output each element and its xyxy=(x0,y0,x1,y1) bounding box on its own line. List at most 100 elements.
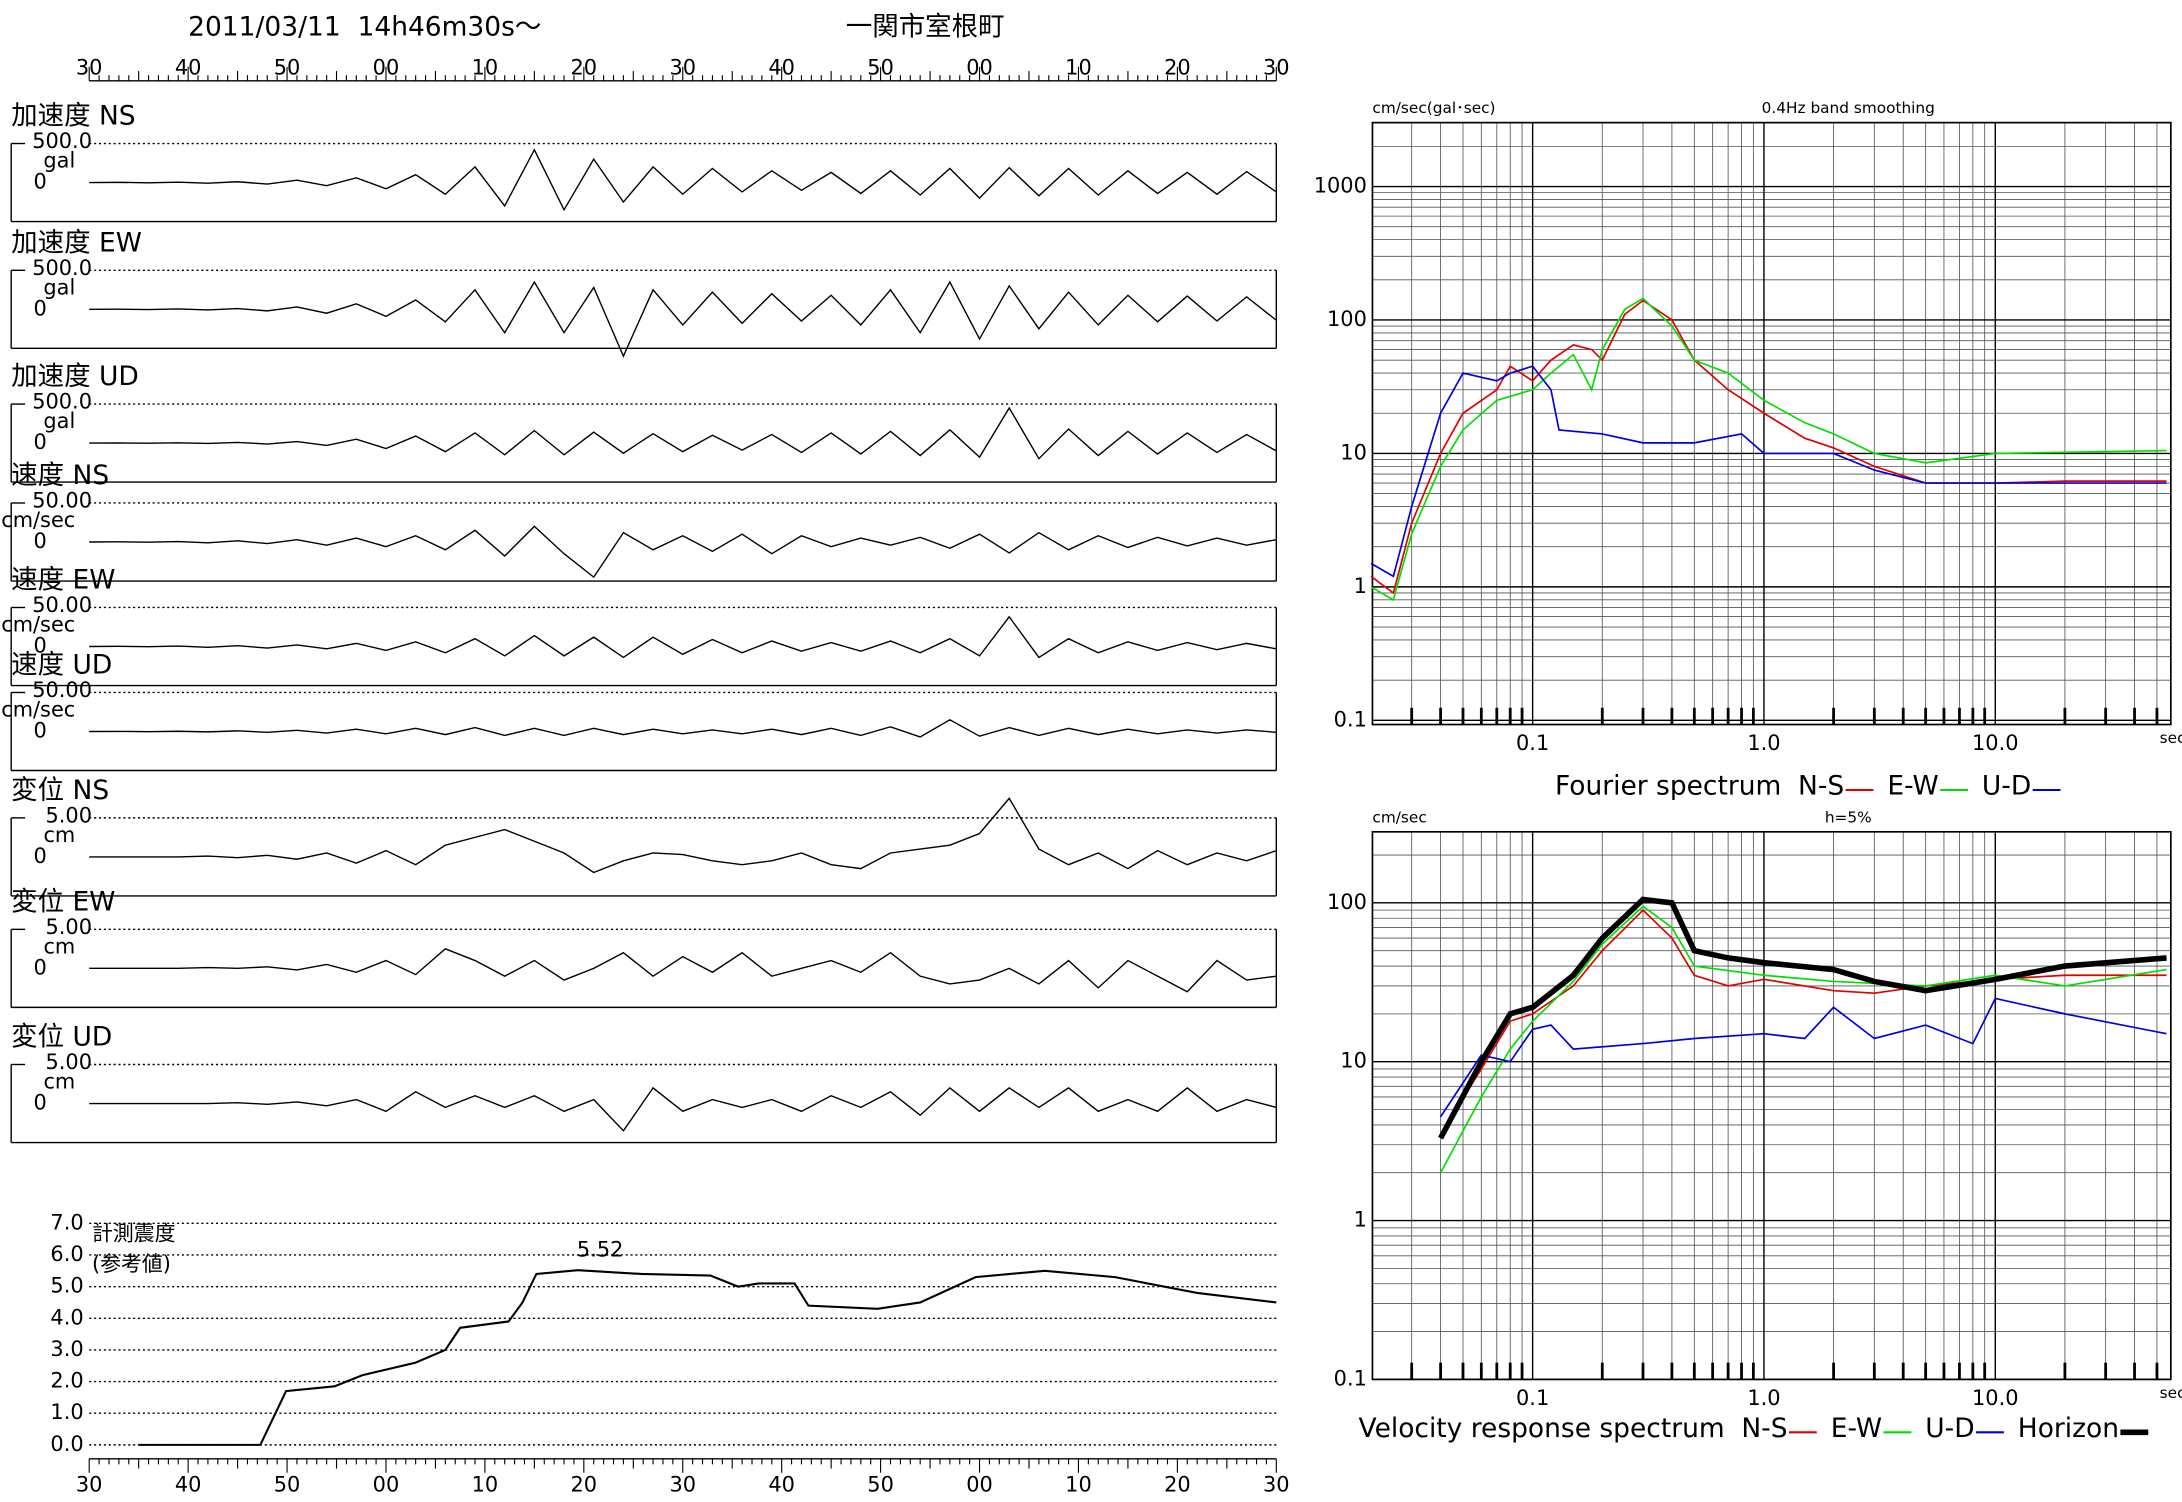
time-tick-label: 30 xyxy=(76,55,103,79)
time-tick-label: 30 xyxy=(1263,1472,1290,1496)
unit-label: cm xyxy=(43,823,75,847)
chart-subtitle: (参考値) xyxy=(92,1252,171,1276)
x-axis-label: sec xyxy=(2160,1384,2182,1402)
zero-label: 0 xyxy=(33,529,46,553)
time-tick-label: 40 xyxy=(175,55,202,79)
time-tick-label: 30 xyxy=(669,1472,696,1496)
scale-label: 500.0 xyxy=(32,256,92,280)
unit-label: cm/sec xyxy=(1,613,75,637)
y-tick-label: 100 xyxy=(1327,307,1367,331)
time-tick-label: 20 xyxy=(1164,55,1191,79)
unit-label: cm xyxy=(43,1070,75,1094)
time-tick-label: 30 xyxy=(1263,55,1290,79)
unit-label: gal xyxy=(43,149,75,173)
y-tick-label: 7.0 xyxy=(50,1210,83,1234)
zero-label: 0 xyxy=(33,296,46,320)
time-tick-label: 00 xyxy=(373,55,400,79)
legend-label: Horizon xyxy=(2018,1413,2119,1444)
legend-label: N-S xyxy=(1741,1413,1787,1444)
scale-label: 500.0 xyxy=(32,129,92,153)
y-tick-label: 10 xyxy=(1340,1049,1367,1073)
scale-label: 50.00 xyxy=(32,489,92,513)
x-tick-label: 1.0 xyxy=(1747,731,1780,755)
y-tick-label: 10 xyxy=(1340,440,1367,464)
time-tick-label: 40 xyxy=(768,55,795,79)
time-tick-label: 20 xyxy=(571,55,598,79)
x-tick-label: 1.0 xyxy=(1747,1386,1780,1410)
data-line xyxy=(89,148,1277,212)
y-tick-label: 0.1 xyxy=(1334,1366,1367,1390)
y-tick-label: 0.1 xyxy=(1334,707,1367,731)
data-line xyxy=(1439,908,2167,1135)
scale-label: 5.00 xyxy=(46,803,92,827)
time-tick-label: 50 xyxy=(867,1472,894,1496)
unit-label: gal xyxy=(43,409,75,433)
y-tick-label: 1 xyxy=(1354,1208,1367,1232)
time-tick-label: 00 xyxy=(966,1472,993,1496)
chart-subtitle: h=5% xyxy=(1825,808,1872,826)
y-tick-label: 100 xyxy=(1327,890,1367,914)
time-tick-label: 10 xyxy=(1065,55,1092,79)
panel-title: 速度 EW xyxy=(11,565,115,596)
time-tick-label: 10 xyxy=(472,55,499,79)
panel-title: 加速度 UD xyxy=(11,361,139,392)
time-tick-label: 10 xyxy=(472,1472,499,1496)
time-tick-label: 40 xyxy=(175,1472,202,1496)
data-line xyxy=(1370,365,2167,578)
time-tick-label: 10 xyxy=(1065,1472,1092,1496)
legend-title: Velocity response spectrum xyxy=(1359,1413,1725,1444)
panel-title: 速度 NS xyxy=(11,460,109,491)
data-line xyxy=(89,615,1277,659)
panel-title: 加速度 EW xyxy=(11,227,142,258)
time-tick-label: 30 xyxy=(76,1472,103,1496)
data-line xyxy=(89,525,1277,579)
legend-title: Fourier spectrum xyxy=(1555,771,1781,802)
panel-title: 速度 UD xyxy=(11,650,112,681)
datetime: 2011/03/11 14h46m30s〜 xyxy=(188,11,541,42)
x-tick-label: 0.1 xyxy=(1516,1386,1549,1410)
time-tick-label: 20 xyxy=(1164,1472,1191,1496)
unit-label: gal xyxy=(43,275,75,299)
time-tick-label: 40 xyxy=(768,1472,795,1496)
scale-label: 5.00 xyxy=(46,1050,92,1074)
time-tick-label: 50 xyxy=(274,55,301,79)
x-axis-label: sec xyxy=(2160,729,2182,747)
time-tick-label: 00 xyxy=(966,55,993,79)
zero-label: 0 xyxy=(33,718,46,742)
data-line xyxy=(89,948,1277,993)
zero-label: 0 xyxy=(33,955,46,979)
zero-label: 0 xyxy=(33,844,46,868)
x-tick-label: 10.0 xyxy=(1972,731,2018,755)
y-axis-label: cm/sec(gal･sec) xyxy=(1372,99,1495,117)
legend-label: N-S xyxy=(1798,771,1844,802)
time-tick-label: 50 xyxy=(867,55,894,79)
y-tick-label: 1000 xyxy=(1314,174,1367,198)
data-line xyxy=(89,718,1277,738)
legend-label: U-D xyxy=(1982,771,2031,802)
panel-title: 変位 NS xyxy=(11,775,109,806)
x-tick-label: 10.0 xyxy=(1972,1386,2018,1410)
time-tick-label: 50 xyxy=(274,1472,301,1496)
data-line xyxy=(1439,905,2167,1174)
y-tick-label: 1 xyxy=(1354,574,1367,598)
data-line xyxy=(89,280,1277,358)
time-tick-label: 20 xyxy=(571,1472,598,1496)
scale-label: 50.00 xyxy=(32,678,92,702)
chart-subtitle: 0.4Hz band smoothing xyxy=(1762,99,1935,117)
data-line xyxy=(138,1269,1277,1446)
plot-frame xyxy=(1371,830,2172,1381)
legend-label: U-D xyxy=(1925,1413,1974,1444)
scale-label: 5.00 xyxy=(46,915,92,939)
y-tick-label: 3.0 xyxy=(50,1337,83,1361)
time-tick-label: 00 xyxy=(373,1472,400,1496)
data-line xyxy=(1370,297,2167,602)
unit-label: cm xyxy=(43,934,75,958)
zero-label: 0 xyxy=(33,170,46,194)
plot-frame xyxy=(1371,121,2172,726)
panel-title: 加速度 NS xyxy=(11,101,135,132)
x-tick-label: 0.1 xyxy=(1516,731,1549,755)
scale-label: 50.00 xyxy=(32,593,92,617)
unit-label: cm/sec xyxy=(1,508,75,532)
